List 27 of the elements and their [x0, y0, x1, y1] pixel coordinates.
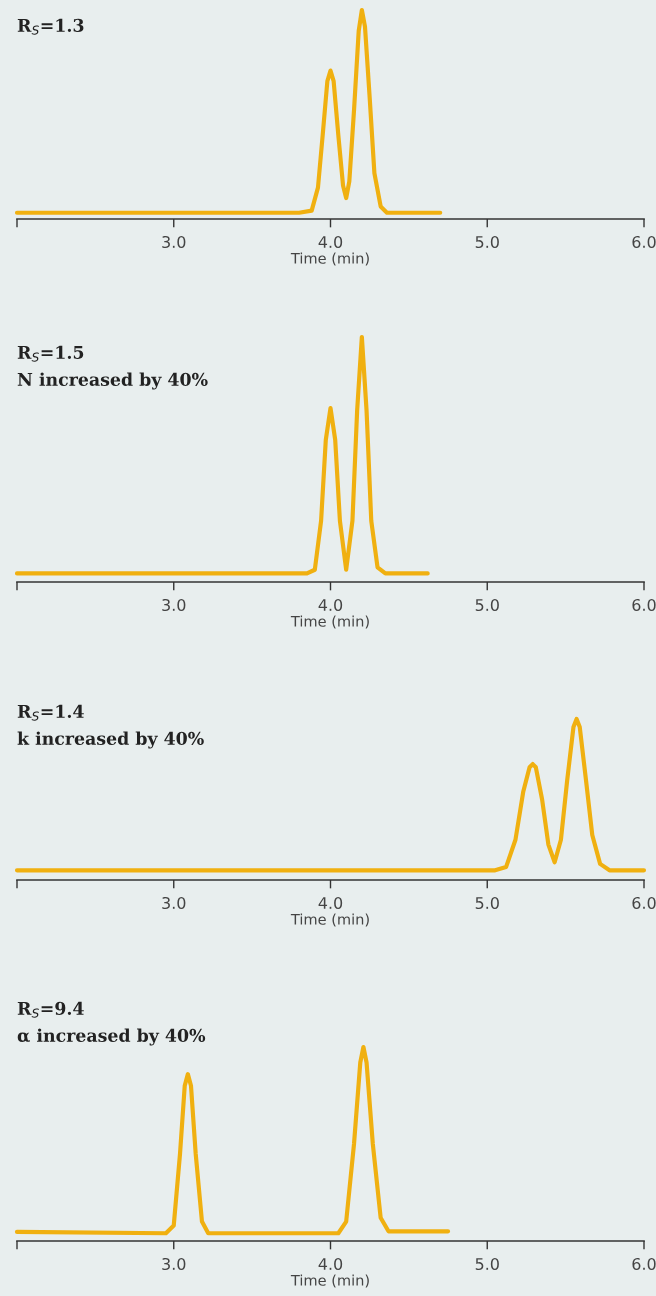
x-tick-label: 6.0	[632, 235, 656, 249]
x-axis-title: Time (min)	[290, 913, 369, 927]
text: N increased by 40%	[17, 372, 208, 390]
chart-subtitle: α increased by 40%	[17, 1028, 206, 1046]
x-tick-label: 3.0	[162, 598, 186, 612]
x-tick-label: 6.0	[632, 598, 656, 612]
x-tick-label: 3.0	[162, 1257, 186, 1271]
x-tick-label: 5.0	[475, 598, 499, 612]
x-tick-label: 4.0	[318, 235, 343, 249]
x-tick-label: 4.0	[318, 896, 343, 910]
chart-title: R$_{S}$=9.4	[17, 1001, 84, 1018]
x-tick-label: 3.0	[162, 896, 186, 910]
x-tick-label: 5.0	[475, 1257, 499, 1271]
x-tick-label: 5.0	[475, 896, 499, 910]
x-axis-title: Time (min)	[290, 1274, 369, 1288]
x-tick-label: 4.0	[318, 598, 343, 612]
x-tick-label: 6.0	[632, 896, 656, 910]
x-tick-label: 6.0	[632, 1257, 656, 1271]
chart-title: R$_{S}$=1.3	[17, 18, 84, 35]
chart-title: R$_{S}$=1.5	[17, 345, 84, 362]
x-axis-title: Time (min)	[290, 252, 369, 266]
text: k increased by 40%	[17, 731, 204, 749]
x-axis-title: Time (min)	[290, 615, 369, 629]
x-tick-label: 3.0	[162, 235, 186, 249]
x-tick-label: 4.0	[318, 1257, 343, 1271]
chart-title: R$_{S}$=1.4	[17, 704, 84, 721]
x-tick-label: 5.0	[475, 235, 499, 249]
